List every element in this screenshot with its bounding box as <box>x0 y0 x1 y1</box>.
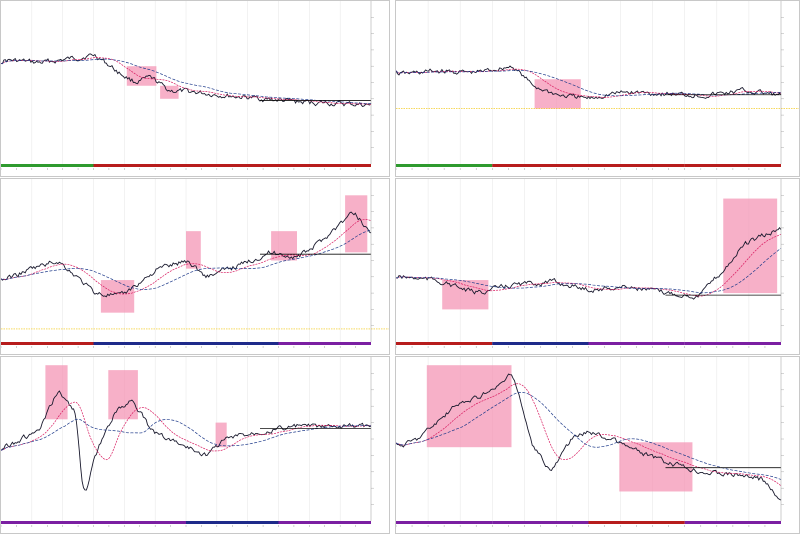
chart-panel-2[interactable] <box>395 0 800 177</box>
ma-fast-line <box>396 383 782 486</box>
session-bar <box>396 342 493 345</box>
session-bar <box>1 164 94 167</box>
session-bar <box>396 164 493 167</box>
session-bar <box>1 342 94 345</box>
session-bar <box>278 521 371 524</box>
ma-slow-line <box>1 58 372 104</box>
highlight-zone <box>215 422 227 448</box>
ma-fast-line <box>1 219 372 295</box>
ma-slow-line <box>1 418 372 451</box>
ma-fast-line <box>396 233 782 297</box>
session-bar <box>396 521 493 524</box>
highlight-zone <box>186 231 201 269</box>
price-line <box>1 390 372 491</box>
chart-panel-4[interactable] <box>395 178 800 355</box>
price-line <box>396 226 782 300</box>
highlight-zone <box>108 370 138 420</box>
session-bar <box>278 164 371 167</box>
highlight-zone <box>426 365 512 448</box>
session-bar <box>588 521 685 524</box>
session-bar <box>492 521 589 524</box>
chart-canvas <box>1 179 389 348</box>
price-line <box>396 65 782 100</box>
session-bar <box>588 164 685 167</box>
chart-canvas <box>396 1 799 170</box>
session-bar <box>588 342 685 345</box>
chart-panel-3[interactable] <box>0 178 390 355</box>
session-bar <box>186 342 279 345</box>
highlight-zone <box>45 365 68 420</box>
price-line <box>1 211 372 298</box>
session-bar <box>1 521 94 524</box>
session-bar <box>93 164 186 167</box>
highlight-zone <box>345 195 368 253</box>
ma-slow-line <box>396 392 782 480</box>
session-bar <box>684 342 781 345</box>
highlight-zone <box>619 442 693 492</box>
session-bar <box>684 164 781 167</box>
session-bar <box>492 164 589 167</box>
ma-fast-line <box>1 57 372 105</box>
session-bar <box>684 521 781 524</box>
highlight-zone <box>126 66 157 86</box>
price-line <box>396 373 782 501</box>
highlight-zone <box>160 85 179 99</box>
chart-canvas <box>396 357 784 527</box>
session-bar <box>186 521 279 524</box>
highlight-zone <box>723 198 778 294</box>
session-bar <box>93 521 186 524</box>
session-bar <box>186 164 279 167</box>
session-bar <box>278 342 371 345</box>
ma-slow-line <box>396 247 782 294</box>
session-bar <box>93 342 186 345</box>
chart-panel-6[interactable] <box>395 356 800 534</box>
chart-panel-1[interactable] <box>0 0 390 177</box>
chart-canvas <box>1 1 374 170</box>
session-bar <box>492 342 589 345</box>
chart-canvas <box>396 179 784 348</box>
ma-fast-line <box>1 401 372 461</box>
ma-slow-line <box>396 70 782 97</box>
chart-panel-5[interactable] <box>0 356 390 534</box>
chart-canvas <box>1 357 374 527</box>
